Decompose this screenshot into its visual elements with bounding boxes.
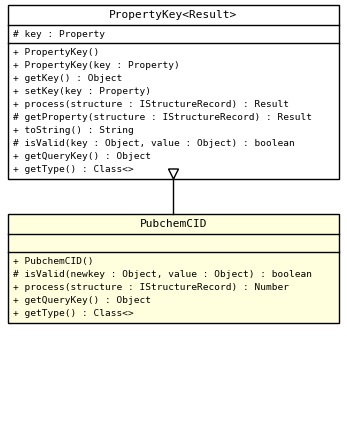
Text: + setKey(key : Property): + setKey(key : Property): [13, 87, 151, 96]
Text: + PropertyKey(key : Property): + PropertyKey(key : Property): [13, 61, 180, 70]
Text: # isValid(key : Object, value : Object) : boolean: # isValid(key : Object, value : Object) …: [13, 139, 295, 148]
Text: # key : Property: # key : Property: [13, 30, 105, 39]
Text: # isValid(newkey : Object, value : Object) : boolean: # isValid(newkey : Object, value : Objec…: [13, 270, 312, 279]
Text: # getProperty(structure : IStructureRecord) : Result: # getProperty(structure : IStructureReco…: [13, 113, 312, 122]
Text: PubchemCID: PubchemCID: [140, 219, 207, 229]
Text: + getType() : Class<>: + getType() : Class<>: [13, 309, 134, 318]
Text: + process(structure : IStructureRecord) : Result: + process(structure : IStructureRecord) …: [13, 100, 289, 109]
Bar: [8, 252, 339, 323]
Bar: [8, 43, 339, 179]
Text: + getType() : Class<>: + getType() : Class<>: [13, 165, 134, 174]
Text: + PubchemCID(): + PubchemCID(): [13, 257, 93, 266]
Text: + toString() : String: + toString() : String: [13, 126, 134, 135]
Bar: [8, 214, 339, 323]
Text: + process(structure : IStructureRecord) : Number: + process(structure : IStructureRecord) …: [13, 283, 289, 292]
Text: + getKey() : Object: + getKey() : Object: [13, 74, 122, 83]
Text: + getQueryKey() : Object: + getQueryKey() : Object: [13, 296, 151, 305]
Bar: [8, 5, 339, 179]
Bar: [8, 5, 339, 25]
Text: + getQueryKey() : Object: + getQueryKey() : Object: [13, 152, 151, 161]
Text: PropertyKey<Result>: PropertyKey<Result>: [109, 10, 238, 20]
Bar: [8, 234, 339, 252]
Text: + PropertyKey(): + PropertyKey(): [13, 48, 99, 57]
Bar: [8, 214, 339, 234]
Bar: [8, 25, 339, 43]
Polygon shape: [169, 169, 178, 179]
